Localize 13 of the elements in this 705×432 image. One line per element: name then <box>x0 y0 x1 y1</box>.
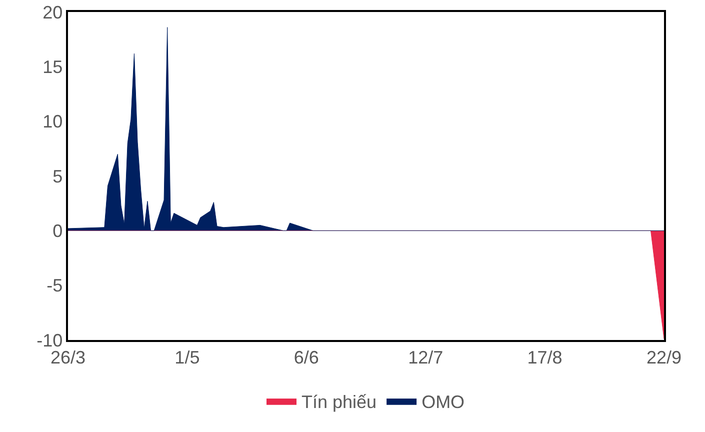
legend-label: Tín phiếu <box>302 392 377 412</box>
y-tick-label: 20 <box>42 2 63 22</box>
x-tick-label: 12/7 <box>408 347 444 368</box>
x-tick-label: 17/8 <box>527 347 562 368</box>
y-tick-label: -5 <box>46 276 63 296</box>
x-tick-label: 1/5 <box>174 347 200 368</box>
y-tick-label: 15 <box>42 56 63 77</box>
y-tick-label: 5 <box>52 166 63 186</box>
x-tick-label: 22/9 <box>646 347 682 368</box>
y-tick-label: 10 <box>42 112 63 132</box>
legend-label: OMO <box>422 392 465 412</box>
y-tick-label: 0 <box>52 220 63 241</box>
x-tick-label: 6/6 <box>294 347 319 368</box>
